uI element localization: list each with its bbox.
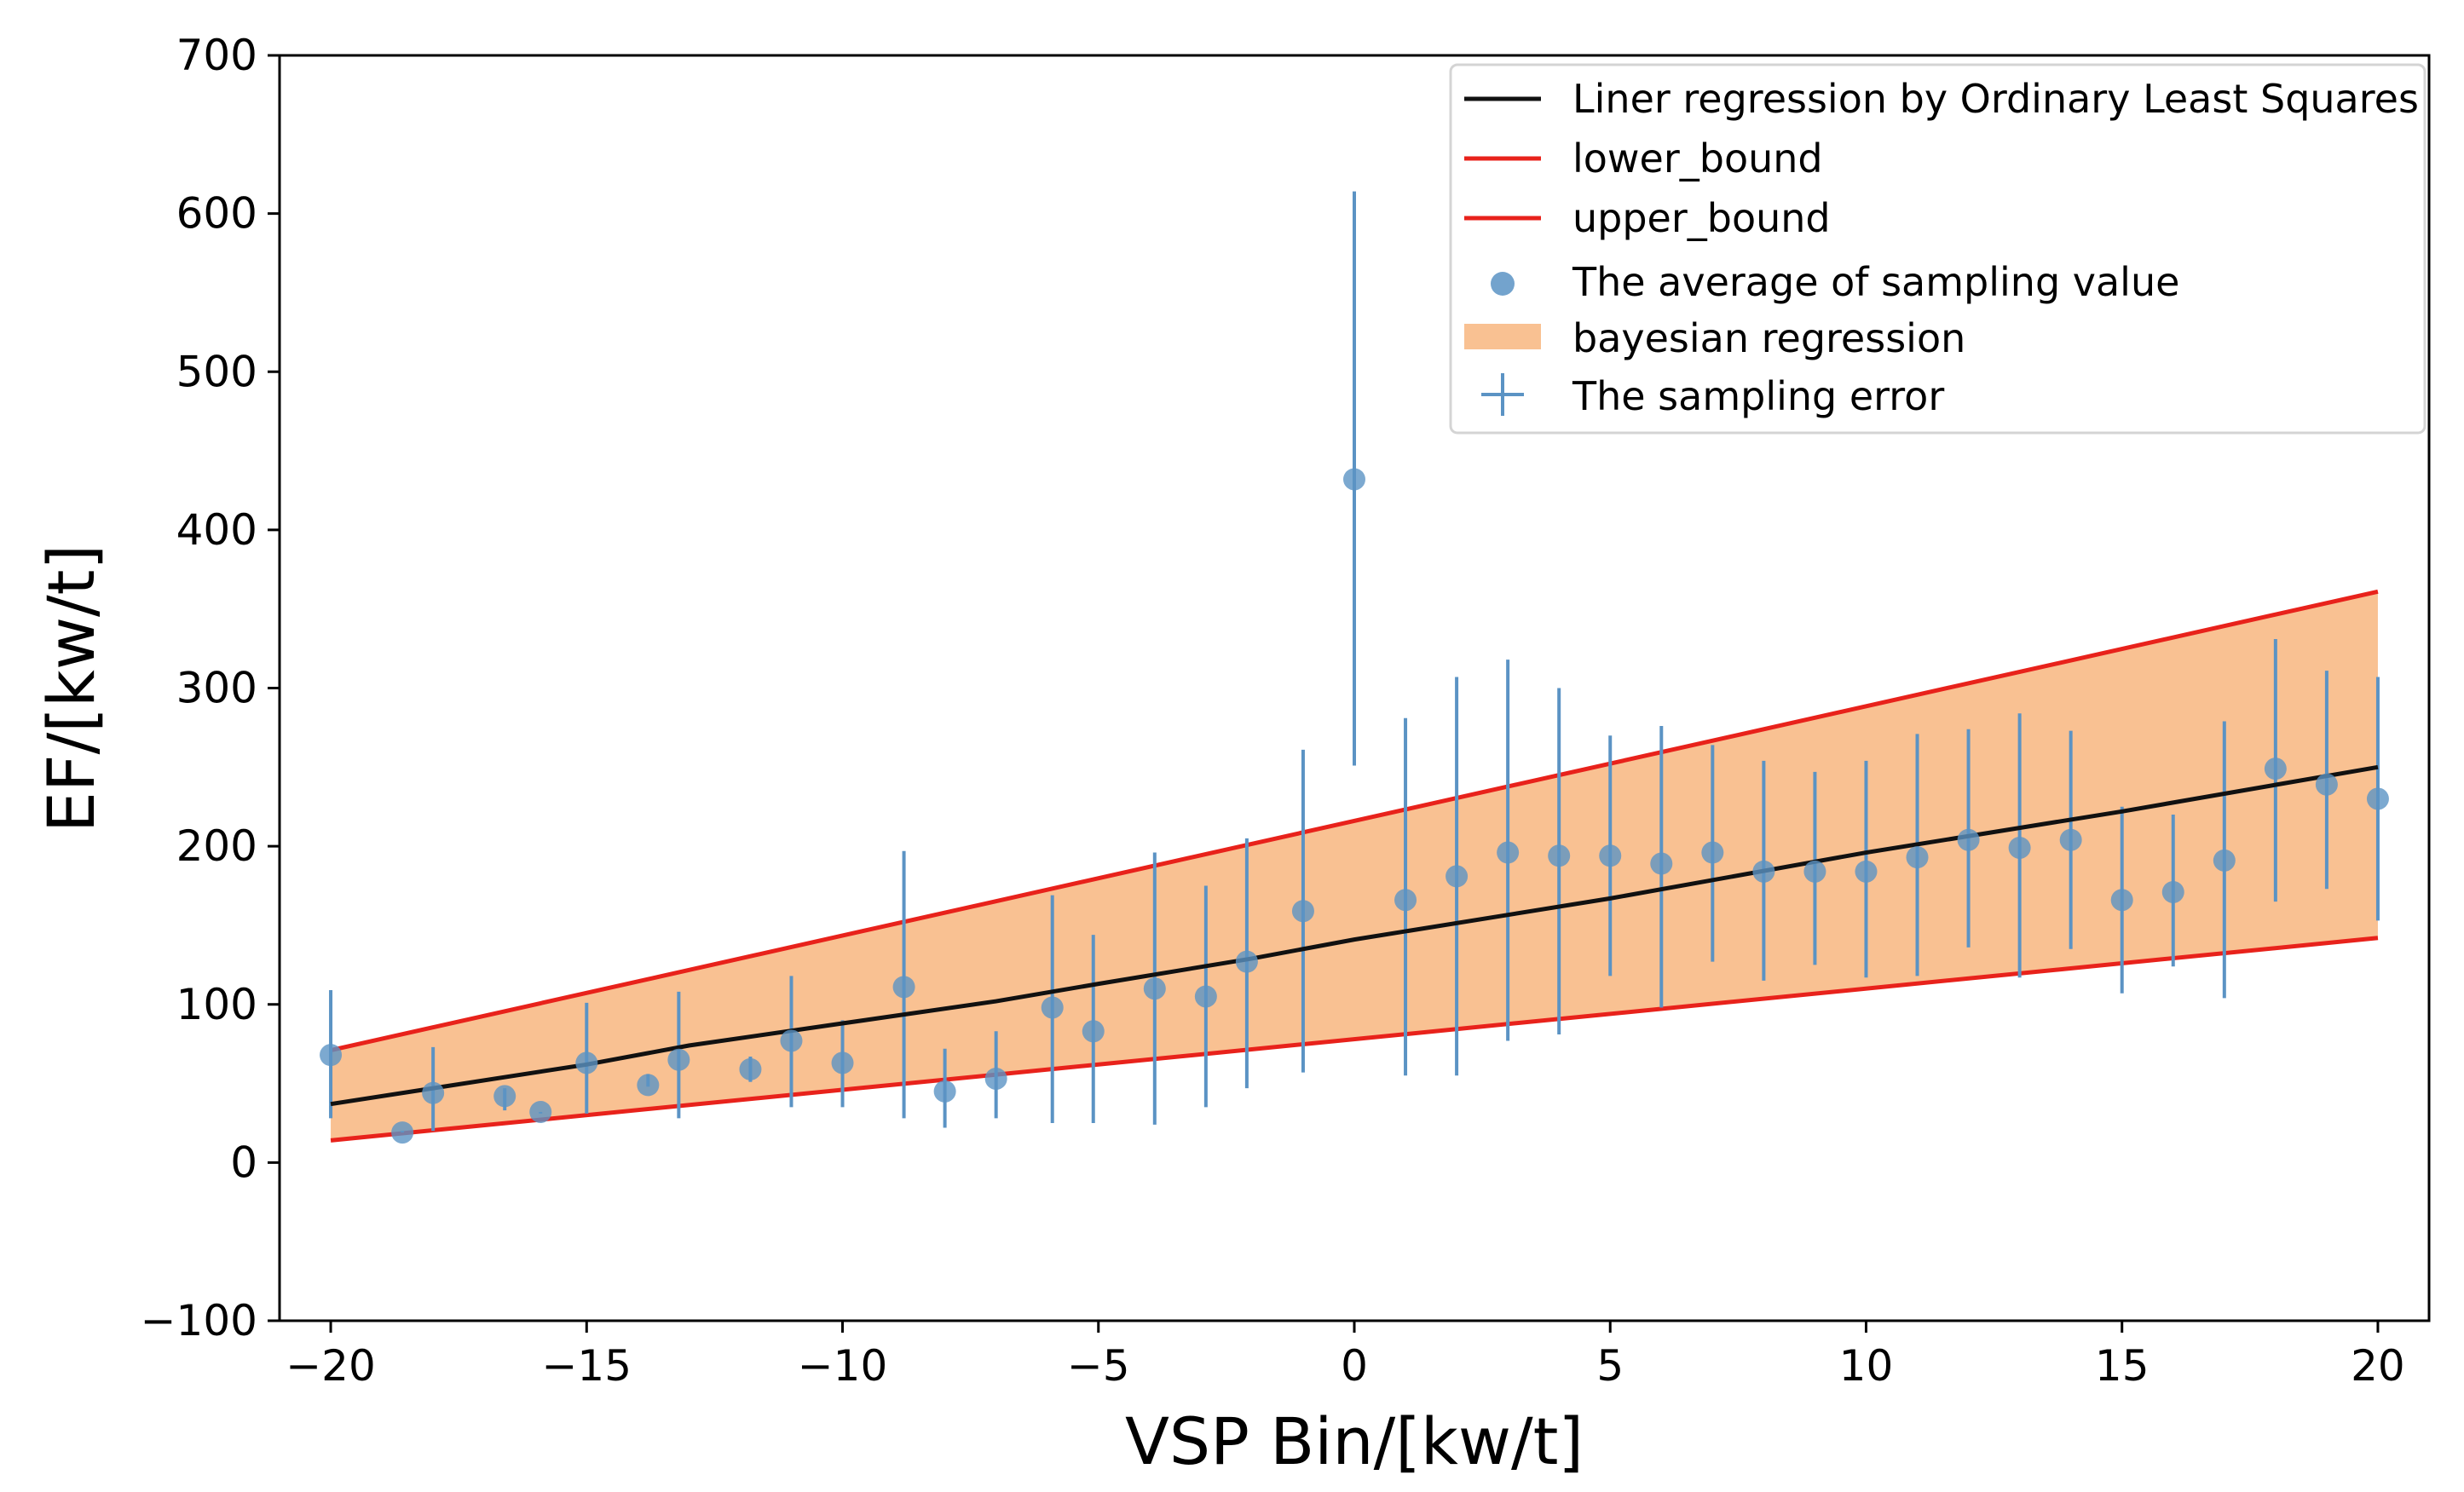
legend-handle-mean-point (1491, 272, 1515, 296)
mean-point (1855, 860, 1878, 883)
mean-point (933, 1080, 956, 1103)
bound-lines-layer (330, 589, 2379, 1143)
mean-point (575, 1051, 598, 1074)
y-tick-label: −100 (141, 1296, 257, 1345)
legend-label-ols: Liner regression by Ordinary Least Squar… (1572, 76, 2419, 122)
lower-bound-line (330, 936, 2379, 1143)
mean-point (1446, 865, 1469, 888)
y-tick-label: 700 (176, 31, 257, 80)
legend-label-upper-bound: upper_bound (1572, 195, 1831, 241)
mean-point (1497, 841, 1520, 864)
mean-point (422, 1081, 445, 1104)
x-tick-label: 20 (2351, 1341, 2405, 1391)
legend-handle-bayesian (1464, 324, 1541, 349)
mean-point (529, 1100, 552, 1123)
mean-point (2213, 849, 2236, 872)
mean-points-layer (320, 468, 2389, 1144)
x-tick-label: 15 (2095, 1341, 2150, 1391)
mean-point (984, 1067, 1007, 1090)
mean-point (1143, 977, 1166, 1000)
legend-label-bayesian: bayesian regression (1572, 315, 1965, 361)
y-tick-label: 0 (230, 1138, 257, 1187)
y-tick-label: 500 (176, 347, 257, 396)
upper-bound-line (330, 589, 2379, 1053)
y-tick-label: 100 (176, 980, 257, 1029)
legend: Liner regression by Ordinary Least Squar… (1449, 63, 2426, 435)
mean-point (831, 1051, 854, 1074)
mean-point (780, 1029, 803, 1052)
bayesian-band (331, 591, 2378, 1141)
mean-point (637, 1074, 660, 1097)
mean-point (2059, 828, 2082, 851)
mean-point (493, 1085, 516, 1108)
mean-point (1752, 860, 1775, 883)
mean-point (2264, 758, 2287, 781)
x-axis-ticks: −20 −15 −10 −5 0 5 10 15 20 (286, 1321, 2405, 1391)
legend-label-error: The sampling error (1572, 373, 1944, 419)
mean-point (1194, 985, 1217, 1008)
mean-point (1041, 996, 1064, 1019)
mean-point (2008, 836, 2031, 859)
legend-box (1449, 63, 2426, 435)
y-tick-label: 400 (176, 505, 257, 555)
x-tick-label: 0 (1341, 1341, 1368, 1391)
x-tick-label: 10 (1839, 1341, 1894, 1391)
mean-point (2315, 773, 2338, 796)
x-tick-label: −20 (286, 1341, 376, 1391)
mean-point (2366, 787, 2389, 810)
mean-point (1650, 852, 1673, 875)
mean-point (1957, 828, 1980, 851)
mean-point (667, 1048, 690, 1071)
mean-point (739, 1057, 762, 1080)
mean-point (1599, 844, 1622, 867)
x-axis-title: VSP Bin/[kw/t] (1125, 1403, 1584, 1479)
mean-point (1701, 841, 1724, 864)
mean-point (1906, 846, 1929, 869)
mean-point (2161, 880, 2184, 903)
y-axis-title: EF/[kw/t] (33, 544, 109, 832)
legend-label-mean-point: The average of sampling value (1572, 259, 2179, 305)
y-tick-label: 300 (176, 664, 257, 713)
mean-point (1343, 468, 1365, 491)
mean-point (1394, 889, 1417, 912)
mean-point (391, 1121, 414, 1144)
mean-point (1291, 900, 1314, 923)
x-tick-label: 5 (1596, 1341, 1624, 1391)
bayesian-band-layer (331, 591, 2378, 1141)
mean-point (1803, 860, 1826, 883)
mean-point (892, 976, 915, 999)
y-tick-label: 200 (176, 821, 257, 871)
x-tick-label: −15 (542, 1341, 632, 1391)
mean-point (1235, 950, 1258, 973)
y-axis-ticks: −100 0 100 200 300 400 500 600 700 (141, 31, 280, 1345)
mean-point (320, 1044, 343, 1067)
x-tick-label: −10 (798, 1341, 888, 1391)
mean-point (1548, 844, 1571, 867)
legend-label-lower-bound: lower_bound (1572, 135, 1823, 181)
y-tick-label: 600 (176, 189, 257, 239)
mean-point (1082, 1020, 1105, 1043)
mean-point (2110, 889, 2133, 912)
x-tick-label: −5 (1067, 1341, 1130, 1391)
